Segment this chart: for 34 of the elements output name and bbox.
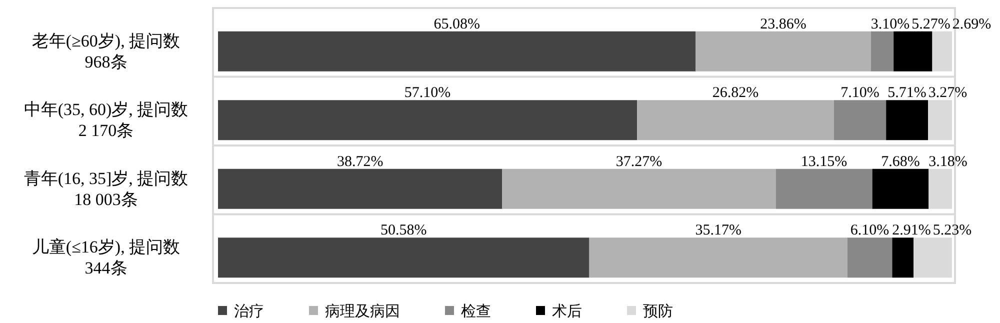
y-tick-label: 中年(35, 60)岁, 提问数 2 170条 [24, 100, 188, 140]
data-label: 5.23% [932, 222, 972, 239]
legend-item: 预防 [627, 304, 673, 320]
data-label: 37.27% [616, 154, 662, 170]
data-label: 23.86% [760, 16, 806, 32]
data-label: 2.69% [952, 16, 992, 32]
legend-item: 治疗 [218, 304, 264, 320]
data-label: 50.58% [380, 222, 427, 239]
data-label: 26.82% [712, 85, 759, 102]
data-label: 5.71% [888, 85, 926, 102]
legend-item: 检查 [445, 304, 491, 320]
data-label: 3.18% [928, 154, 968, 170]
data-label: 7.68% [881, 154, 920, 170]
y-tick-label: 老年(≥60岁), 提问数 968条 [32, 31, 180, 72]
y-tick-label: 青年(16, 35]岁, 提问数 18 003条 [24, 168, 188, 209]
data-label: 38.72% [336, 154, 384, 170]
data-label: 35.17% [695, 222, 742, 239]
data-label: 65.08% [434, 16, 480, 32]
legend-item: 病理及病因 [309, 304, 400, 320]
legend-item: 术后 [536, 304, 582, 320]
y-tick-label: 儿童(≤16岁), 提问数 344条 [32, 238, 180, 278]
data-label: 5.27% [912, 16, 950, 32]
data-label: 2.91% [892, 222, 931, 239]
legend-label: 预防 [643, 303, 673, 320]
legend-label: 术后 [552, 303, 582, 320]
legend-label: 治疗 [234, 303, 264, 320]
data-label: 7.10% [840, 85, 880, 102]
data-label: 57.10% [404, 85, 451, 102]
data-label: 13.15% [800, 154, 848, 170]
data-label: 6.10% [850, 222, 890, 239]
legend-label: 病理及病因 [325, 303, 400, 320]
data-label: 3.27% [928, 85, 968, 102]
legend-label: 检查 [461, 303, 491, 320]
data-label: 3.10% [870, 16, 910, 32]
